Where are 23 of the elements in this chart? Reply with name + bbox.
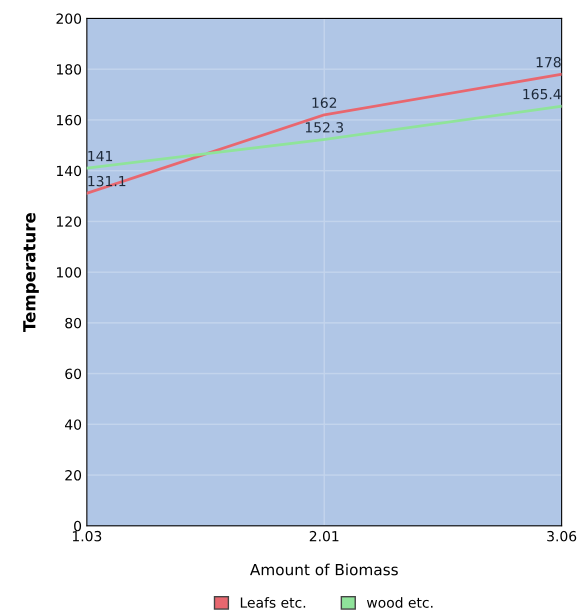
y-tick-label: 20 [65,470,82,481]
y-axis-title: Temperature [23,213,39,332]
y-tick-label: 200 [56,13,82,24]
y-tick-label: 120 [57,216,82,227]
data-label: 152.3 [306,122,344,133]
y-tick-label: 40 [64,419,82,430]
y-tick-label: 160 [57,114,82,126]
y-tick-label: 0 [74,520,82,532]
data-label: 162 [312,97,336,108]
data-label: 141 [88,150,112,162]
y-tick-label: 140 [57,166,82,176]
y-tick-label: 80 [65,318,82,328]
x-tick-label: 3.06 [547,530,576,542]
y-tick-label: 60 [65,368,82,380]
y-tick-label: 180 [57,64,82,75]
legend-label: Leafs etc. [240,597,306,608]
x-tick-label: 1.03 [72,530,102,542]
x-axis-title: Amount of Biomass [250,564,398,576]
data-label: 178 [536,56,561,68]
data-label: 165.4 [523,88,561,100]
x-tick-label: 2.01 [310,530,338,542]
legend-label: wood etc. [366,597,432,608]
y-tick-label: 100 [57,267,82,278]
